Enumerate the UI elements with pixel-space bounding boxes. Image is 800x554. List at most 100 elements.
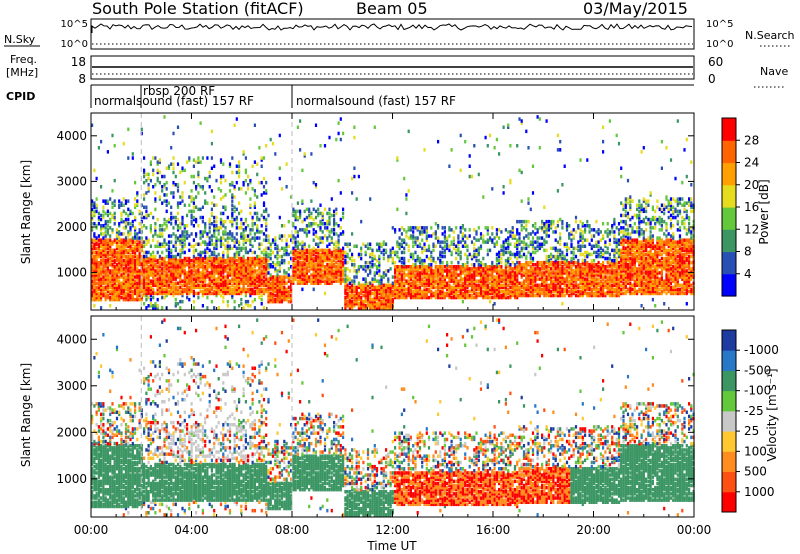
echo-cell	[443, 226, 446, 230]
echo-cell	[500, 260, 503, 265]
echo-cell	[253, 160, 256, 164]
echo-cell	[118, 269, 121, 273]
echo-cell	[199, 252, 202, 257]
echo-cell	[93, 265, 96, 269]
cpid-label: CPID	[6, 90, 35, 103]
echo-cell	[369, 246, 372, 251]
echo-cell	[231, 170, 234, 175]
echo-cell	[170, 191, 173, 195]
echo-cell	[102, 275, 105, 279]
echo-cell	[312, 207, 315, 212]
echo-cell	[131, 211, 134, 216]
echo-cell	[147, 289, 150, 294]
echo-cell	[120, 281, 123, 285]
echo-cell	[111, 256, 114, 261]
nsky-trace	[91, 23, 693, 45]
echo-cell	[319, 258, 322, 263]
echo-cell	[314, 123, 318, 127]
echo-cell	[308, 260, 311, 265]
echo-cell	[267, 285, 270, 290]
echo-cell	[208, 240, 211, 244]
echo-cell	[190, 189, 193, 193]
echo-cell	[231, 238, 234, 242]
echo-cell	[149, 297, 152, 302]
echo-cell	[190, 195, 193, 199]
echo-cell	[238, 250, 241, 255]
echo-cell	[326, 269, 329, 273]
echo-cell	[312, 256, 315, 261]
echo-cell	[115, 277, 119, 281]
echo-cell	[181, 230, 184, 234]
echo-cell	[299, 215, 302, 220]
echo-cell	[129, 258, 132, 263]
echo-cell	[147, 271, 150, 275]
echo-cell	[326, 244, 329, 248]
echo-cell	[346, 267, 349, 271]
echo-cell	[303, 258, 306, 263]
echo-cell	[197, 277, 200, 281]
echo-cell	[192, 277, 195, 281]
echo-cell	[283, 275, 286, 279]
echo-cell	[527, 244, 530, 248]
echo-cell	[233, 205, 236, 209]
echo-cell	[172, 271, 175, 275]
echo-cell	[124, 283, 128, 287]
echo-cell	[303, 263, 306, 267]
echo-cell	[124, 224, 128, 228]
echo-cell	[222, 250, 225, 255]
echo-cell	[244, 156, 247, 160]
echo-cell	[140, 283, 143, 287]
echo-cell	[179, 248, 182, 253]
echo-cell	[369, 265, 372, 269]
echo-cell	[97, 260, 100, 265]
echo-cell	[265, 234, 268, 238]
echo-cell	[280, 295, 284, 300]
echo-cell	[215, 260, 218, 265]
echo-cell	[120, 244, 123, 248]
echo-cell	[113, 291, 116, 296]
echo-cell	[145, 271, 148, 275]
echo-cell	[321, 254, 324, 259]
echo-cell	[305, 265, 308, 269]
echo-cell	[242, 236, 245, 240]
echo-cell	[518, 168, 521, 173]
echo-cell	[333, 232, 336, 236]
echo-cell	[317, 267, 320, 271]
echo-cell	[106, 283, 109, 287]
echo-cell	[292, 236, 295, 240]
echo-cell	[122, 289, 125, 294]
echo-cell	[276, 291, 279, 296]
echo-cell	[95, 205, 98, 209]
echo-cell	[136, 201, 139, 205]
echo-cell	[231, 195, 234, 199]
echo-cell	[188, 275, 191, 279]
echo-cell	[414, 240, 417, 244]
echo-cell	[165, 291, 168, 296]
echo-cell	[439, 258, 442, 263]
echo-cell	[179, 299, 182, 304]
echo-cell	[305, 232, 308, 236]
echo-cell	[396, 279, 399, 283]
echo-cell	[109, 248, 112, 253]
echo-cell	[122, 287, 125, 292]
echo-cell	[188, 273, 191, 277]
echo-cell	[201, 234, 204, 238]
echo-cell	[134, 265, 137, 269]
echo-cell	[106, 293, 109, 298]
echo-cell	[271, 295, 275, 300]
echo-cell	[186, 295, 189, 300]
echo-cell	[102, 277, 105, 281]
echo-cell	[219, 180, 223, 185]
echo-cell	[138, 285, 141, 290]
echo-cell	[176, 265, 180, 269]
echo-cell	[154, 279, 157, 283]
echo-cell	[163, 273, 166, 277]
echo-cell	[321, 213, 324, 218]
echo-cell	[339, 265, 342, 269]
echo-cell	[335, 222, 338, 226]
echo-cell	[213, 164, 216, 168]
echo-cell	[152, 275, 155, 279]
echo-cell	[412, 252, 415, 257]
echo-cell	[122, 267, 125, 271]
echo-cell	[335, 267, 338, 271]
